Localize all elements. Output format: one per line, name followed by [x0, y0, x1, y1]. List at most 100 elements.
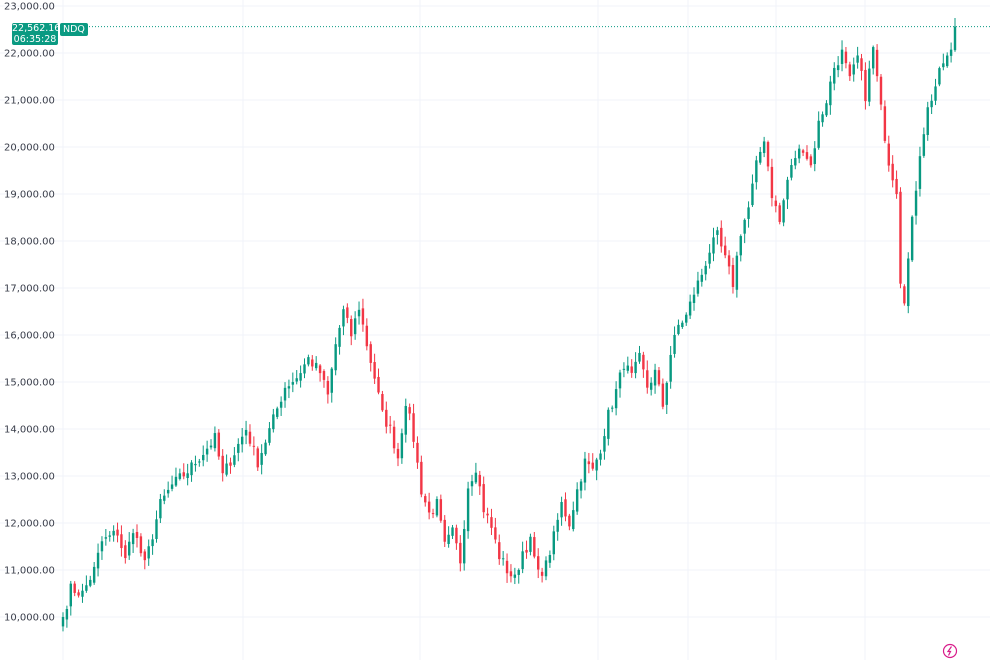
- candle-body: [712, 237, 715, 254]
- candle: [124, 540, 127, 564]
- candle-body: [759, 151, 762, 163]
- candle-body: [887, 143, 890, 166]
- candle-body: [279, 401, 283, 408]
- candle: [373, 353, 376, 384]
- last-price-badge: 22,562.16 06:35:28: [12, 23, 60, 45]
- candle: [743, 218, 746, 244]
- candle: [825, 100, 828, 117]
- y-tick-label: 16,000.00: [4, 331, 55, 342]
- candle: [322, 369, 326, 388]
- candle: [361, 298, 365, 332]
- candle: [704, 260, 707, 281]
- candle: [696, 271, 700, 297]
- candle: [174, 467, 178, 487]
- candle-body: [272, 414, 275, 430]
- candle-body: [416, 442, 419, 463]
- candle: [903, 284, 906, 306]
- candle: [85, 575, 88, 593]
- candle: [139, 533, 143, 557]
- candle: [252, 436, 256, 456]
- candle: [533, 531, 536, 559]
- candle-body: [260, 452, 263, 465]
- candle: [762, 136, 766, 158]
- candle: [182, 463, 185, 480]
- candle: [311, 355, 314, 371]
- candle-body: [856, 55, 859, 63]
- candle: [833, 62, 836, 91]
- candle-body: [677, 324, 680, 334]
- candle-body: [116, 529, 119, 536]
- candle-body: [474, 472, 478, 483]
- candle: [653, 363, 657, 394]
- candle-body: [396, 448, 400, 459]
- candle: [879, 74, 883, 111]
- candle: [871, 45, 875, 75]
- candle-body: [797, 148, 801, 159]
- candle-body: [626, 365, 630, 371]
- candle-body: [92, 566, 96, 583]
- candle: [817, 111, 820, 150]
- y-tick-label: 15,000.00: [4, 378, 55, 389]
- candle: [159, 493, 162, 524]
- candle-body: [907, 258, 910, 307]
- candle-body: [825, 103, 828, 116]
- candle-body: [914, 190, 918, 216]
- candle: [256, 446, 259, 471]
- candle-body: [361, 308, 365, 325]
- candle-body: [747, 207, 750, 219]
- candle-body: [653, 369, 657, 386]
- candle: [131, 528, 135, 553]
- candle-body: [723, 245, 727, 256]
- candle-body: [548, 555, 552, 563]
- candle-body: [918, 156, 922, 189]
- tradingview-logo-icon[interactable]: [942, 643, 958, 659]
- candle-body: [521, 551, 524, 570]
- candle: [646, 360, 649, 394]
- candle-body: [801, 150, 805, 153]
- candle: [494, 517, 497, 544]
- candle-body: [120, 534, 123, 549]
- candle: [381, 390, 384, 412]
- candle-body: [400, 433, 404, 459]
- candle-body: [65, 609, 69, 620]
- candle: [883, 100, 887, 144]
- symbol-badge: NDQ: [60, 23, 88, 36]
- candle-body: [283, 387, 287, 401]
- candle: [283, 382, 287, 408]
- candle-body: [408, 407, 411, 414]
- candle-body: [252, 445, 256, 447]
- candle-body: [112, 530, 115, 536]
- candle-body: [244, 429, 248, 436]
- candle-body: [373, 362, 376, 379]
- candle: [829, 75, 832, 115]
- candle: [618, 369, 622, 398]
- candle: [611, 405, 614, 413]
- candle-body: [657, 370, 661, 385]
- candle-body: [424, 496, 427, 503]
- candle-body: [540, 571, 544, 576]
- candle: [801, 148, 805, 157]
- candle-body: [649, 382, 653, 390]
- candle: [583, 451, 587, 491]
- candle: [314, 356, 318, 371]
- candle-body: [770, 166, 774, 199]
- candle-body: [486, 513, 489, 516]
- candle-body: [330, 368, 333, 393]
- candle: [766, 140, 770, 172]
- candle-body: [603, 436, 606, 452]
- candle: [836, 56, 840, 78]
- candle-body: [685, 314, 688, 323]
- candle-body: [326, 380, 330, 395]
- candle: [505, 553, 509, 583]
- candle: [128, 532, 131, 560]
- candle-body: [170, 484, 174, 489]
- candle-body: [813, 148, 816, 165]
- candle-body: [143, 551, 147, 561]
- candle-body: [182, 472, 185, 477]
- y-tick-label: 12,000.00: [4, 519, 55, 530]
- candle-body: [572, 510, 575, 530]
- candle: [860, 53, 863, 81]
